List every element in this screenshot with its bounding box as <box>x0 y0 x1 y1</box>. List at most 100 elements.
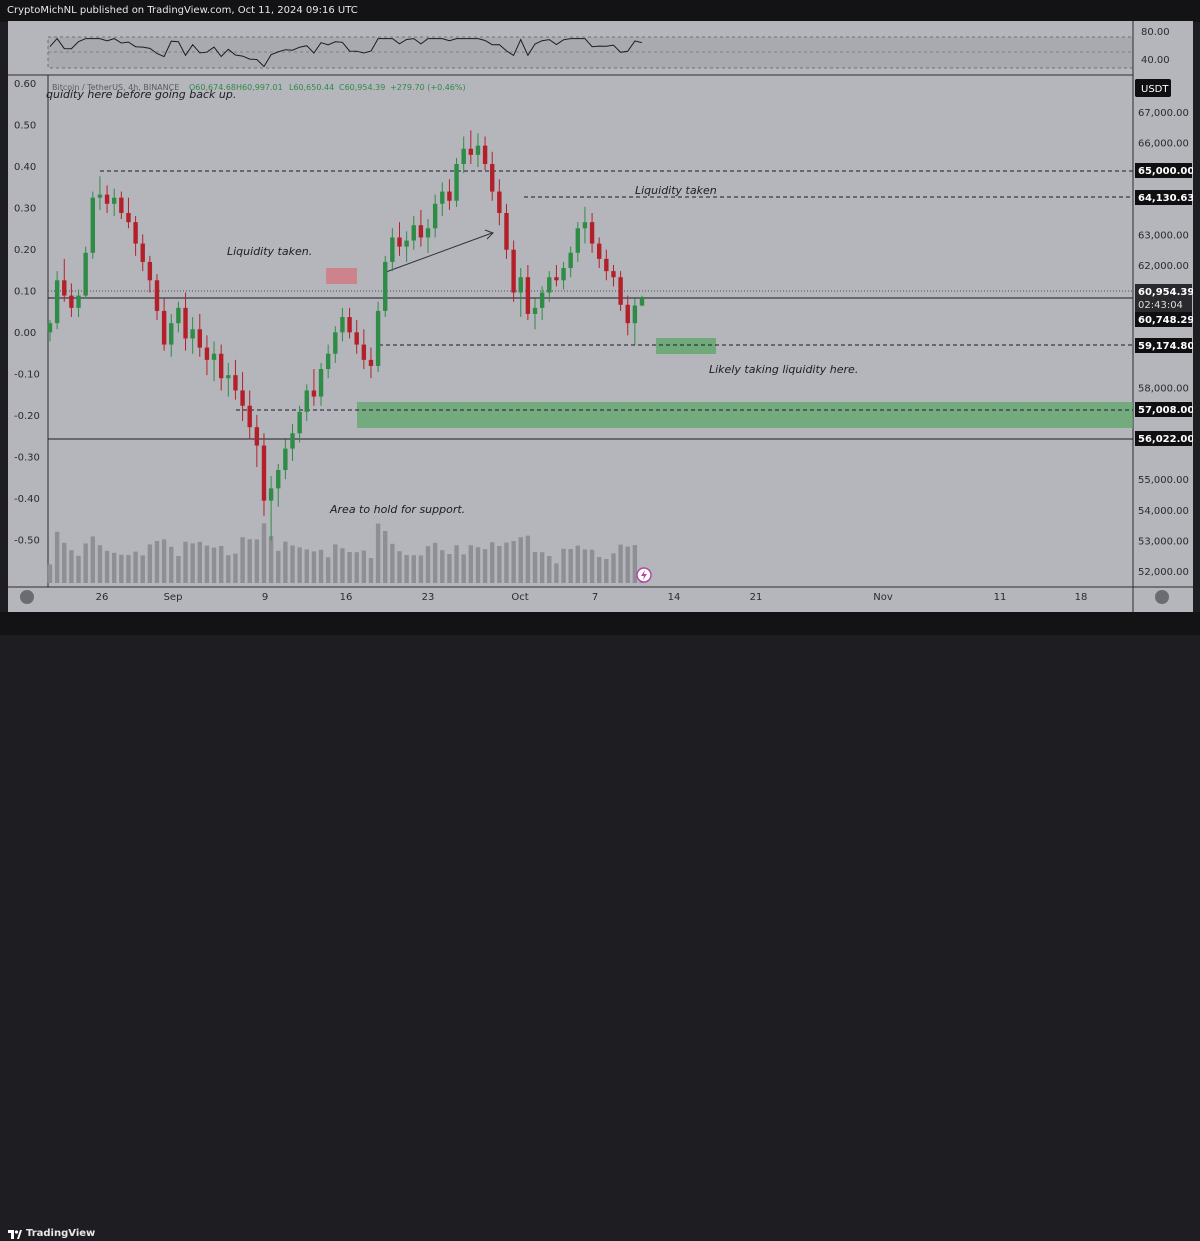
annotation-likely-liquidity: Likely taking liquidity here. <box>709 363 858 376</box>
candle-body <box>368 359 374 366</box>
candle-body <box>161 310 167 345</box>
left-axis-tick: 0.30 <box>14 204 36 215</box>
support-zone <box>357 402 1133 428</box>
candle-body <box>218 353 224 379</box>
label-60748-bg <box>1135 312 1192 327</box>
left-axis-tick: -0.20 <box>14 411 40 422</box>
volume-bar <box>283 541 288 583</box>
volume-bar <box>440 550 445 583</box>
candle-body <box>561 268 566 281</box>
volume-bar <box>347 552 352 583</box>
volume-bar <box>539 552 545 583</box>
currency-button[interactable]: USDT <box>1141 84 1169 95</box>
candle-body <box>297 411 302 434</box>
volume-bar <box>254 539 260 583</box>
candle-body <box>604 258 609 272</box>
volume-bar <box>582 549 588 583</box>
volume-bar <box>340 548 345 583</box>
volume-bar <box>497 546 502 583</box>
volume-bar <box>404 555 409 583</box>
time-axis-tick: Sep <box>164 592 183 603</box>
tradingview-brand: TradingView <box>26 1228 96 1239</box>
candle-body <box>90 197 95 253</box>
volume-bar <box>525 535 531 583</box>
lightning-icon <box>641 570 647 580</box>
volume-bar <box>176 556 181 583</box>
volume-bar <box>361 550 367 583</box>
right-axis-tick: 67,000.00 <box>1138 108 1189 119</box>
symbol-name: Bitcoin / TetherUS, 4h, BINANCE <box>52 83 179 92</box>
time-axis-tick: 26 <box>96 592 109 603</box>
annotation-support-area: Area to hold for support. <box>329 503 465 516</box>
candle-body <box>632 305 638 324</box>
volume-bar <box>290 545 295 583</box>
volume-bar <box>90 536 95 583</box>
volume-bar <box>183 541 188 583</box>
candle-body <box>418 225 424 238</box>
volume-bar <box>47 564 53 583</box>
candle-body <box>190 329 195 339</box>
candle-body <box>97 194 103 198</box>
right-axis-tick: 66,000.00 <box>1138 139 1189 150</box>
left-axis: 0.60 0.50 0.40 0.30 0.20 0.10 0.00 -0.10 -0.20 -0… <box>14 79 40 547</box>
left-axis-tick: 0.10 <box>14 287 36 298</box>
candle-body <box>639 297 645 306</box>
right-axis-tick: 53,000.00 <box>1138 536 1189 547</box>
time-axis-tick: 11 <box>994 592 1007 603</box>
right-axis-tick: 62,000.00 <box>1138 261 1189 272</box>
volume-bar <box>568 549 573 583</box>
volume-bar <box>518 537 523 583</box>
volume-bar <box>169 546 174 583</box>
time-axis-tick: 23 <box>422 592 435 603</box>
symbol-info-line: Bitcoin / TetherUS, 4h, BINANCE O60,674.… <box>52 83 466 92</box>
candle-body <box>432 203 438 229</box>
label-59174-bg <box>1135 338 1192 353</box>
left-axis-tick: 0.50 <box>14 121 36 132</box>
volume-bar <box>211 547 217 583</box>
left-axis-tick: 0.20 <box>14 245 36 256</box>
candle-body <box>83 252 88 296</box>
candle-body <box>183 307 188 339</box>
candle-body <box>568 252 573 269</box>
candle-body <box>618 277 623 305</box>
volume-bar <box>147 544 153 583</box>
label-60748: 60,748.29 <box>1138 315 1193 326</box>
volume-bar <box>554 563 559 583</box>
candle-body <box>468 148 474 155</box>
currency-button-bg[interactable] <box>1135 79 1171 97</box>
volume-bar <box>233 553 238 583</box>
time-axis-tick: 18 <box>1075 592 1088 603</box>
price-chart[interactable]: 80.00 40.00 Bitcoin / TetherUS, 4h, BINA… <box>8 21 1194 612</box>
publish-info: CryptoMichNL published on TradingView.co… <box>7 5 358 16</box>
volume-bar <box>197 541 202 583</box>
candle-body <box>375 310 381 366</box>
volume-bar <box>140 555 145 583</box>
ohlc-high: H60,997.01 <box>236 83 283 92</box>
candle-body <box>532 307 538 314</box>
volume-bar <box>83 543 88 583</box>
candle-body <box>290 433 295 449</box>
volume-bar <box>226 555 231 583</box>
label-countdown: 02:43:04 <box>1138 300 1183 311</box>
volume-bar <box>390 543 395 583</box>
time-axis-tick: 9 <box>262 592 268 603</box>
candle-body <box>47 323 53 333</box>
volume-bar <box>240 537 245 583</box>
candle-body <box>76 295 81 308</box>
volume-bar <box>475 547 481 583</box>
volume-bar <box>604 559 609 583</box>
scroll-right-button[interactable] <box>1155 590 1169 604</box>
candle-body <box>390 237 395 262</box>
volume-bar <box>432 542 438 583</box>
volume-bar <box>133 551 138 583</box>
footer-bar: TradingView <box>0 612 1200 1239</box>
candle-body <box>226 375 231 379</box>
rsi-label-80: 80.00 <box>1141 27 1170 38</box>
volume-bar <box>268 536 274 583</box>
label-56022-bg <box>1135 431 1192 446</box>
volume-bar <box>247 539 252 583</box>
scroll-left-button[interactable] <box>20 590 34 604</box>
candle-body <box>69 295 74 308</box>
volume-bar <box>190 543 195 583</box>
label-57008: 57,008.00 <box>1138 405 1193 416</box>
